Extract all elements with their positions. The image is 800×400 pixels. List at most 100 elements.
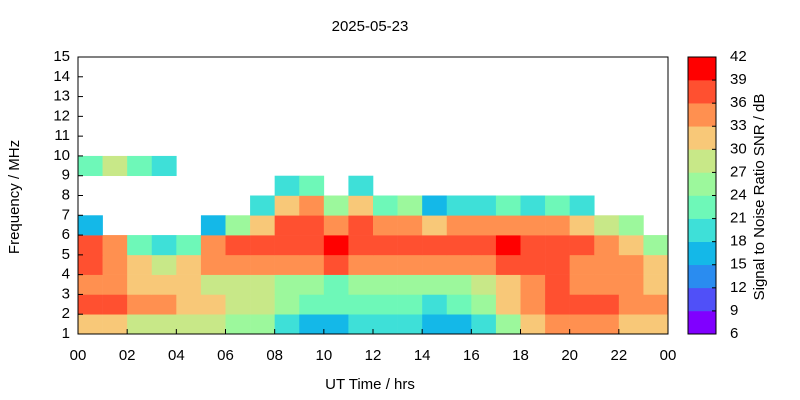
colorbar-tick-label: 9 bbox=[730, 302, 738, 319]
heat-cell bbox=[102, 155, 128, 177]
heat-cell bbox=[323, 274, 349, 295]
y-tick-label: 8 bbox=[62, 186, 70, 203]
heat-cell bbox=[643, 294, 669, 315]
heat-cell bbox=[422, 195, 448, 216]
heat-cell bbox=[422, 294, 448, 315]
heat-cell bbox=[323, 254, 349, 275]
x-tick-label: 10 bbox=[315, 347, 332, 364]
x-tick-label: 18 bbox=[512, 347, 529, 364]
heat-cell bbox=[127, 155, 153, 177]
heat-cell bbox=[545, 314, 570, 335]
heat-cell bbox=[78, 314, 103, 335]
heat-cell bbox=[397, 274, 423, 295]
heat-cell bbox=[274, 235, 300, 256]
heat-cell bbox=[200, 294, 226, 315]
y-tick-label: 13 bbox=[53, 88, 70, 105]
heat-cell bbox=[594, 254, 620, 275]
heat-cell bbox=[127, 274, 153, 295]
y-axis-label: Frequency / MHz bbox=[6, 140, 23, 254]
heat-cell bbox=[176, 294, 202, 315]
x-tick-label: 00 bbox=[660, 347, 677, 364]
x-axis-label: UT Time / hrs bbox=[325, 376, 415, 393]
heat-cell bbox=[225, 254, 251, 275]
x-tick-label: 06 bbox=[217, 347, 234, 364]
heat-cell bbox=[373, 294, 398, 315]
heat-cell bbox=[151, 274, 177, 295]
colorbar-tick-label: 36 bbox=[730, 94, 747, 111]
heat-cell bbox=[78, 215, 103, 236]
heat-cell bbox=[250, 215, 275, 236]
heat-cell bbox=[643, 235, 669, 256]
heat-cell bbox=[200, 215, 226, 236]
y-tick-label: 1 bbox=[62, 325, 70, 342]
y-tick-label: 11 bbox=[54, 127, 70, 144]
heat-cell bbox=[422, 314, 448, 335]
colorbar-swatch bbox=[688, 57, 716, 81]
heat-cell bbox=[373, 195, 398, 216]
heat-cell bbox=[397, 195, 423, 216]
heat-cell bbox=[78, 254, 103, 275]
heat-cell bbox=[127, 314, 153, 335]
colorbar-tick-label: 24 bbox=[730, 186, 747, 203]
y-tick-label: 5 bbox=[62, 246, 70, 263]
heat-cell bbox=[102, 274, 128, 295]
colorbar-swatch bbox=[688, 264, 716, 289]
heat-cell bbox=[520, 314, 546, 335]
heat-cell bbox=[78, 274, 103, 295]
heat-cell bbox=[299, 235, 325, 256]
colorbar-swatch bbox=[688, 149, 716, 173]
heat-cell bbox=[151, 294, 177, 315]
heat-cell bbox=[618, 235, 644, 256]
heat-cell bbox=[225, 235, 251, 256]
colorbar-swatch bbox=[688, 241, 716, 266]
colorbar-tick-label: 30 bbox=[730, 140, 747, 157]
heat-cell bbox=[323, 195, 349, 216]
heat-cell bbox=[422, 215, 448, 236]
heat-cell bbox=[495, 195, 521, 216]
heat-cell bbox=[348, 215, 374, 236]
heat-cell bbox=[78, 155, 103, 177]
y-tick-label: 2 bbox=[62, 305, 70, 322]
heat-cell bbox=[176, 235, 202, 256]
heat-cell bbox=[471, 235, 497, 256]
heat-cell bbox=[373, 254, 398, 275]
heat-cell bbox=[200, 254, 226, 275]
heat-cell bbox=[594, 294, 620, 315]
chart-title: 2025-05-23 bbox=[332, 18, 409, 35]
colorbar-label: Signal to Noise Ratio SNR / dB bbox=[751, 94, 768, 301]
heat-cell bbox=[594, 215, 620, 236]
heat-cell bbox=[397, 294, 423, 315]
heat-cell bbox=[348, 314, 374, 335]
heat-cell bbox=[274, 254, 300, 275]
heat-cell bbox=[102, 254, 128, 275]
colorbar-swatch bbox=[688, 287, 716, 312]
x-tick-label: 02 bbox=[119, 347, 136, 364]
heat-cell bbox=[151, 314, 177, 335]
heat-cell bbox=[422, 274, 448, 295]
heat-cell bbox=[250, 274, 275, 295]
heat-cell bbox=[495, 314, 521, 335]
heat-cell bbox=[348, 195, 374, 216]
colorbar-tick-label: 15 bbox=[730, 256, 747, 273]
heat-cell bbox=[569, 274, 595, 295]
y-tick-label: 3 bbox=[62, 285, 70, 302]
colorbar-tick-label: 21 bbox=[730, 210, 747, 227]
x-tick-label: 12 bbox=[365, 347, 382, 364]
heat-cell bbox=[127, 254, 153, 275]
heat-cell bbox=[520, 274, 546, 295]
colorbar-swatch bbox=[688, 218, 716, 242]
heat-cell bbox=[397, 254, 423, 275]
heat-cell bbox=[127, 235, 153, 256]
heat-cell bbox=[250, 294, 275, 315]
heat-cell bbox=[225, 314, 251, 335]
heat-cell bbox=[274, 274, 300, 295]
heat-cell bbox=[446, 314, 472, 335]
colorbar-tick-label: 12 bbox=[730, 279, 747, 296]
heat-cell bbox=[225, 215, 251, 236]
heat-cell bbox=[643, 314, 669, 335]
y-tick-label: 15 bbox=[53, 48, 70, 65]
y-tick-label: 12 bbox=[53, 107, 70, 124]
heat-cell bbox=[422, 235, 448, 256]
heat-cell bbox=[102, 314, 128, 335]
